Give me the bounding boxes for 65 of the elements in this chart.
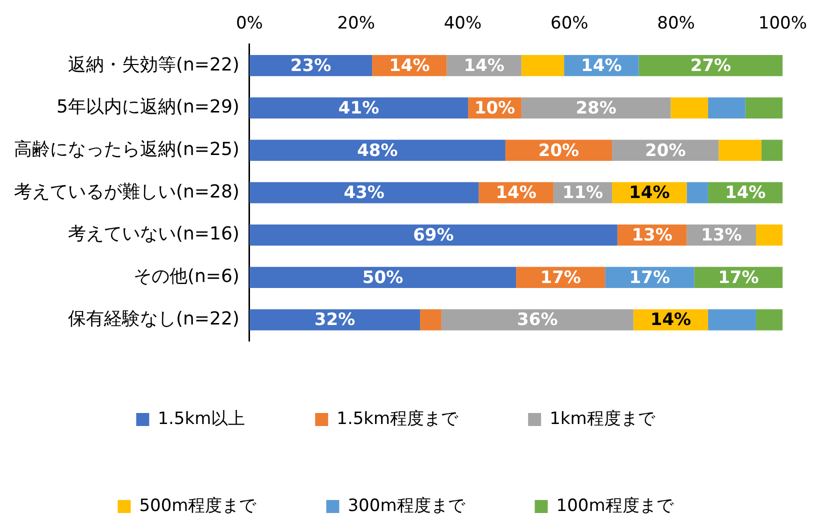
bar (756, 309, 783, 330)
bar (686, 182, 708, 204)
data-label: 14% (464, 56, 504, 76)
data-label: 14% (629, 183, 670, 204)
bar (249, 266, 516, 288)
data-label: 28% (576, 98, 616, 118)
legend-label: 500m程度まで (139, 496, 258, 516)
y-tick-label: 高齢になったら返納(n=25) (14, 139, 240, 160)
x-tick-label: 80% (657, 14, 695, 34)
data-label: 20% (645, 140, 686, 161)
y-tick-label: その他(n=6) (133, 266, 240, 288)
y-tick-label: 返納・失効等(n=22) (68, 54, 240, 76)
data-label: 32% (314, 310, 356, 330)
bar (521, 54, 564, 76)
data-label: 50% (362, 268, 404, 288)
data-label: 43% (344, 183, 384, 204)
bar (638, 54, 783, 76)
x-tick-label: 40% (444, 14, 482, 34)
legend-label: 1.5km以上 (158, 408, 246, 429)
data-label: 48% (357, 140, 398, 161)
data-label: 11% (562, 183, 604, 204)
bar (761, 140, 783, 161)
bar (249, 182, 479, 204)
data-label: 14% (389, 56, 430, 76)
x-tick-label: 20% (337, 14, 375, 34)
x-tick-label: 100% (758, 14, 808, 34)
data-label: 17% (718, 268, 759, 288)
bar (249, 309, 420, 330)
bar (249, 97, 468, 119)
bar (718, 140, 762, 161)
data-label: 17% (629, 268, 670, 288)
data-label: 13% (701, 225, 742, 246)
data-label: 14% (496, 183, 536, 204)
bar (756, 224, 783, 246)
bar (708, 309, 756, 330)
bar (249, 224, 618, 246)
legend-label: 300m程度まで (348, 496, 466, 516)
data-label: 20% (538, 140, 580, 161)
data-label: 13% (632, 225, 672, 246)
bar (670, 97, 708, 119)
data-label: 14% (581, 56, 622, 76)
y-tick-label: 5年以内に返納(n=29) (56, 96, 240, 118)
y-tick-label: 考えていない(n=16) (68, 224, 240, 245)
y-tick-label: 考えているが難しい(n=28) (14, 181, 240, 202)
data-label: 23% (290, 56, 332, 76)
data-label: 14% (725, 183, 766, 204)
data-label: 14% (650, 310, 692, 330)
data-label: 41% (338, 98, 380, 118)
bar (745, 97, 783, 119)
x-tick-label: 60% (550, 14, 588, 34)
bar (420, 309, 442, 330)
y-tick-label: 保有経験なし(n=22) (68, 308, 240, 330)
data-label: 69% (413, 225, 454, 246)
bar (521, 97, 671, 119)
data-label: 17% (540, 268, 581, 288)
bar (708, 97, 746, 119)
x-tick-label: 0% (236, 14, 263, 34)
bar (441, 309, 634, 330)
data-label: 10% (474, 98, 516, 118)
bar (249, 140, 506, 161)
legend-label: 100m程度まで (556, 496, 674, 516)
data-label: 27% (690, 56, 732, 76)
legend-label: 1km程度まで (550, 408, 656, 429)
legend-label: 1.5km程度まで (336, 408, 460, 429)
data-label: 36% (517, 310, 558, 330)
